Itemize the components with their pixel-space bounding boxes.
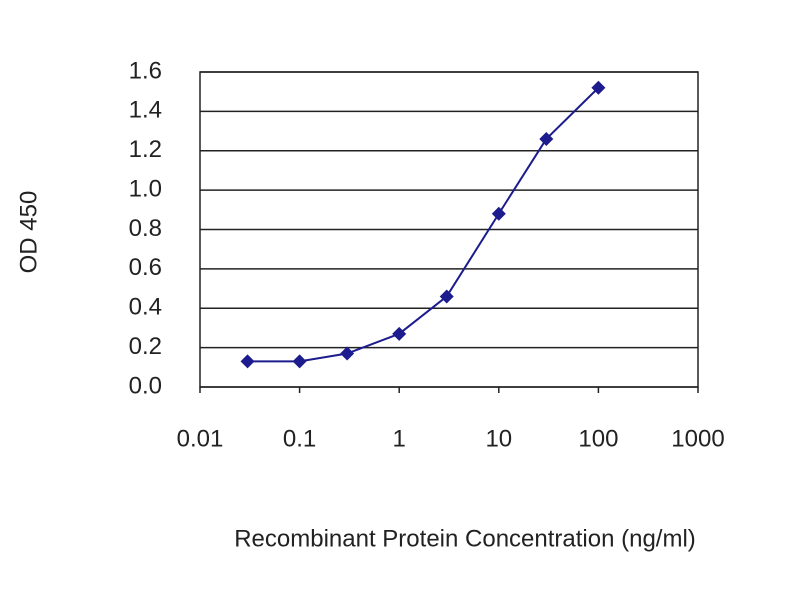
y-tick-label: 0.6 (129, 254, 162, 281)
data-point (491, 206, 506, 221)
data-point (591, 80, 606, 95)
x-axis-label: Recombinant Protein Concentration (ng/ml… (234, 525, 696, 552)
y-tick-label: 0.4 (129, 294, 162, 321)
y-tick-label: 0.2 (129, 333, 162, 360)
data-point (539, 131, 554, 146)
x-tick-label: 0.01 (177, 425, 224, 452)
data-point (340, 346, 355, 361)
y-axis-label: OD 450 (15, 191, 42, 274)
y-tick-label: 0.0 (129, 372, 162, 399)
x-tick-label: 100 (578, 425, 618, 452)
data-point (392, 326, 407, 341)
y-tick-label: 0.8 (129, 215, 162, 242)
x-tick-label: 10 (485, 425, 512, 452)
y-tick-label: 1.6 (129, 57, 162, 84)
data-line (247, 87, 600, 363)
y-tick-label: 1.0 (129, 175, 162, 202)
data-point (240, 354, 255, 369)
x-tick-label: 1 (393, 425, 406, 452)
data-point (292, 354, 307, 369)
x-tick-label: 0.1 (283, 425, 316, 452)
x-tick-label: 1000 (671, 425, 724, 452)
y-tick-label: 1.2 (129, 136, 162, 163)
y-tick-label: 1.4 (129, 97, 162, 124)
data-point (439, 289, 454, 304)
